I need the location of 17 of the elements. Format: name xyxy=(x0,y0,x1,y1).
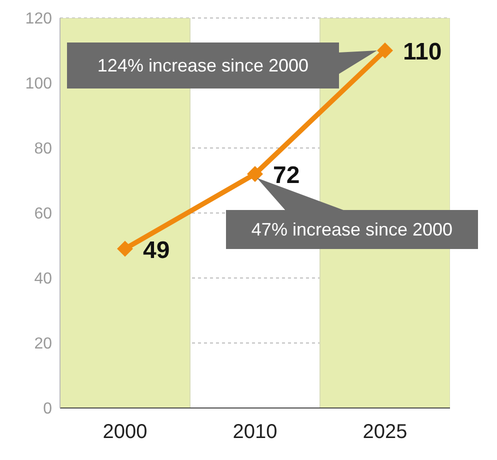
y-tick-label: 40 xyxy=(34,270,52,288)
y-tick-label: 0 xyxy=(43,400,52,418)
annotation: 124% increase since 2000 xyxy=(97,56,309,76)
x-tick-label: 2025 xyxy=(362,421,408,444)
point xyxy=(247,166,263,182)
data-label: 110 xyxy=(403,38,442,66)
y-tick-label: 80 xyxy=(34,140,52,158)
y-tick-label: 100 xyxy=(25,76,52,93)
x-tick-label: 2010 xyxy=(232,421,278,444)
point xyxy=(377,42,393,58)
y-tick-label: 60 xyxy=(34,206,52,223)
annotation: 47% increase since 2000 xyxy=(251,220,453,240)
point xyxy=(117,240,133,257)
y-tick-label: 120 xyxy=(25,10,52,28)
y-tick-label: 20 xyxy=(34,336,52,353)
data-label: 49 xyxy=(143,236,170,264)
x-tick-label: 2000 xyxy=(102,421,148,444)
